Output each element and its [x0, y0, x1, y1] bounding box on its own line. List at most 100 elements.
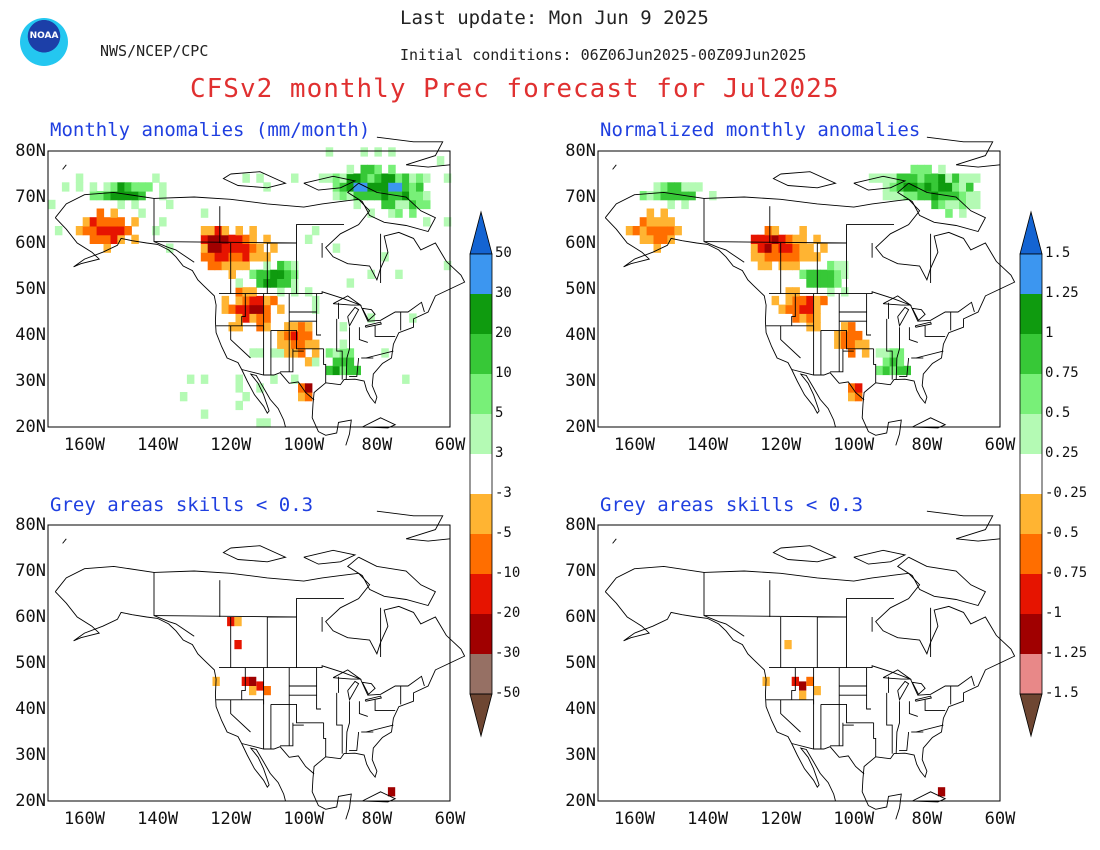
lat-tick-label: 60N: [15, 233, 46, 253]
lat-tick-label: 70N: [565, 561, 596, 581]
colorbar-segment: [470, 614, 492, 654]
colorbar-tick-label: 0.75: [1045, 365, 1079, 381]
lat-tick-label: 60N: [565, 607, 596, 627]
panel-title-skill-left: Grey areas skills < 0.3: [50, 494, 314, 516]
colorbar-segment: [470, 454, 492, 494]
lon-tick-label: 100W: [833, 435, 875, 455]
colorbar-segment: [470, 374, 492, 414]
colorbar-segment: [1020, 374, 1042, 414]
colorbar-tick-label: -3: [495, 485, 512, 501]
colorbar-segment: [1020, 534, 1042, 574]
colorbar-tick-label: 1.25: [1045, 285, 1079, 301]
lon-tick-label: 160W: [614, 435, 655, 455]
lat-tick-label: 80N: [565, 141, 596, 161]
colorbar-tick-label: -1: [1045, 605, 1062, 621]
colorbar-segment: [470, 534, 492, 574]
colorbar-tick-label: 5: [495, 405, 504, 421]
colorbar-segment: [1020, 574, 1042, 614]
map-skill-left: [47, 510, 466, 820]
lon-tick-label: 60W: [434, 809, 466, 829]
colorbar-top-arrow: [469, 210, 493, 255]
colorbar-tick-label: 0.25: [1045, 445, 1079, 461]
lon-tick-label: 60W: [984, 809, 1016, 829]
lat-tick-label: 40N: [565, 325, 596, 345]
colorbar-tick-label: 1: [1045, 325, 1054, 341]
lat-tick-label: 30N: [565, 371, 596, 391]
colorbar-segment: [1020, 414, 1042, 454]
colorbar-tick-label: -0.25: [1045, 485, 1088, 501]
lon-tick-label: 160W: [614, 809, 655, 829]
panel-title-anomalies: Monthly anomalies (mm/month): [50, 119, 371, 141]
colorbar-top-arrow: [1019, 210, 1043, 255]
lon-tick-label: 140W: [137, 809, 179, 829]
last-update-text: Last update: Mon Jun 9 2025: [400, 7, 709, 29]
colorbar-segment: [1020, 454, 1042, 494]
lat-tick-label: 30N: [565, 745, 596, 765]
lon-tick-label: 160W: [64, 809, 105, 829]
colorbar-bottom-arrow: [1019, 693, 1043, 738]
colorbar-tick-label: -30: [495, 645, 521, 661]
colorbar-tick-label: -1.25: [1045, 645, 1088, 661]
lat-tick-label: 70N: [565, 187, 596, 207]
lat-tick-label: 80N: [15, 515, 46, 535]
lat-tick-label: 40N: [15, 325, 46, 345]
lon-tick-label: 60W: [984, 435, 1016, 455]
lon-tick-label: 140W: [687, 809, 729, 829]
colorbar-tick-label: 1.5: [1045, 245, 1071, 261]
colorbar-tick-label: 3: [495, 445, 504, 461]
lat-tick-label: 70N: [15, 187, 46, 207]
lon-tick-label: 100W: [833, 809, 875, 829]
colorbar-tick-label: -5: [495, 525, 512, 541]
main-title: CFSv2 monthly Prec forecast for Jul2025: [190, 74, 840, 104]
colorbar-tick-label: -10: [495, 565, 521, 581]
colorbar-segment: [470, 494, 492, 534]
lon-tick-label: 60W: [434, 435, 466, 455]
lat-tick-label: 50N: [565, 653, 596, 673]
colorbar-segment: [470, 574, 492, 614]
colorbar-tick-label: -1.5: [1045, 685, 1079, 701]
map-normalized: [597, 136, 1016, 446]
lon-tick-label: 140W: [137, 435, 179, 455]
colorbar-segment: [1020, 334, 1042, 374]
lon-tick-label: 100W: [283, 435, 325, 455]
lat-tick-label: 80N: [565, 515, 596, 535]
lat-tick-label: 20N: [565, 417, 596, 437]
colorbar-tick-label: -0.5: [1045, 525, 1079, 541]
colorbar-segment: [470, 294, 492, 334]
colorbar-segment: [470, 414, 492, 454]
colorbar-normalized: [1019, 210, 1043, 738]
colorbar-tick-label: 10: [495, 365, 512, 381]
panel-title-skill-right: Grey areas skills < 0.3: [600, 494, 864, 516]
lon-tick-label: 80W: [361, 809, 393, 829]
lon-tick-label: 80W: [911, 435, 943, 455]
colorbar-segment: [1020, 494, 1042, 534]
colorbar-segment: [470, 654, 492, 694]
colorbar-tick-label: -0.75: [1045, 565, 1088, 581]
colorbar-tick-label: -50: [495, 685, 521, 701]
lat-tick-label: 20N: [15, 417, 46, 437]
lon-tick-label: 80W: [361, 435, 393, 455]
colorbar-tick-label: 50: [495, 245, 512, 261]
lon-tick-label: 80W: [911, 809, 943, 829]
agency-label: NWS/NCEP/CPC: [100, 42, 209, 60]
lat-tick-label: 50N: [565, 279, 596, 299]
map-anomalies: [47, 136, 466, 446]
noaa-logo-icon: NOAA: [20, 18, 68, 66]
lat-tick-label: 80N: [15, 141, 46, 161]
initial-conditions-text: Initial conditions: 06Z06Jun2025-00Z09Ju…: [400, 46, 807, 64]
lat-tick-label: 40N: [565, 699, 596, 719]
lat-tick-label: 50N: [15, 279, 46, 299]
lat-tick-label: 20N: [15, 791, 46, 811]
lat-tick-label: 70N: [15, 561, 46, 581]
colorbar-tick-label: 0.5: [1045, 405, 1071, 421]
panel-title-normalized: Normalized monthly anomalies: [600, 119, 921, 141]
colorbar-segment: [470, 254, 492, 294]
lat-tick-label: 20N: [565, 791, 596, 811]
lon-tick-label: 120W: [210, 809, 252, 829]
colorbar-segment: [1020, 254, 1042, 294]
lat-tick-label: 30N: [15, 745, 46, 765]
lon-tick-label: 160W: [64, 435, 105, 455]
lon-tick-label: 120W: [760, 435, 802, 455]
colorbar-segment: [470, 334, 492, 374]
colorbar-segment: [1020, 614, 1042, 654]
